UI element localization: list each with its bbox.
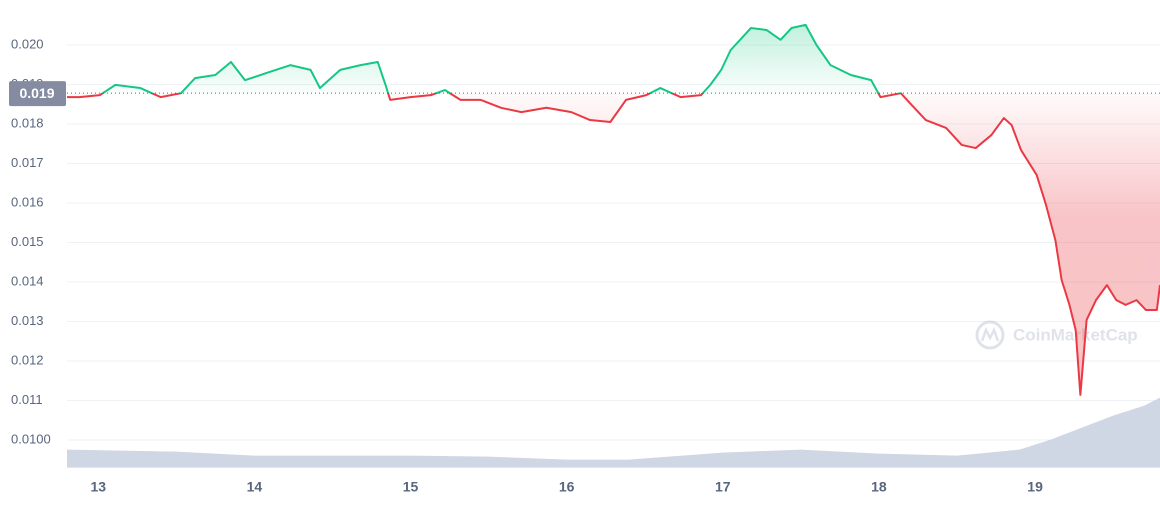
y-tick-label: 0.018 — [11, 115, 44, 130]
price-line — [67, 23, 1160, 396]
x-tick-label: 13 — [90, 479, 106, 495]
y-tick-label: 0.013 — [11, 313, 44, 328]
watermark-logo-mark — [980, 326, 1000, 342]
y-tick-label: 0.015 — [11, 234, 44, 249]
x-tick-label: 17 — [715, 479, 731, 495]
y-tick-label: 0.011 — [11, 392, 43, 407]
y-tick-label: 0.0100 — [11, 431, 51, 446]
x-tick-label: 19 — [1027, 479, 1043, 495]
x-tick-label: 15 — [403, 479, 419, 495]
baseline-label: 0.019 — [19, 85, 54, 101]
watermark-logo — [975, 320, 1005, 350]
y-tick-label: 0.012 — [11, 352, 44, 367]
watermark: CoinMarketCap — [975, 320, 1138, 350]
y-tick-label: 0.014 — [11, 273, 44, 288]
y-tick-label: 0.016 — [11, 194, 44, 209]
x-tick-label: 14 — [247, 479, 263, 495]
x-tick-label: 16 — [559, 479, 575, 495]
volume-area — [67, 397, 1160, 468]
x-tick-label: 18 — [871, 479, 887, 495]
y-tick-label: 0.020 — [11, 36, 44, 51]
y-tick-label: 0.017 — [11, 155, 44, 170]
price-area — [67, 24, 1160, 395]
baseline-badge — [9, 81, 66, 107]
